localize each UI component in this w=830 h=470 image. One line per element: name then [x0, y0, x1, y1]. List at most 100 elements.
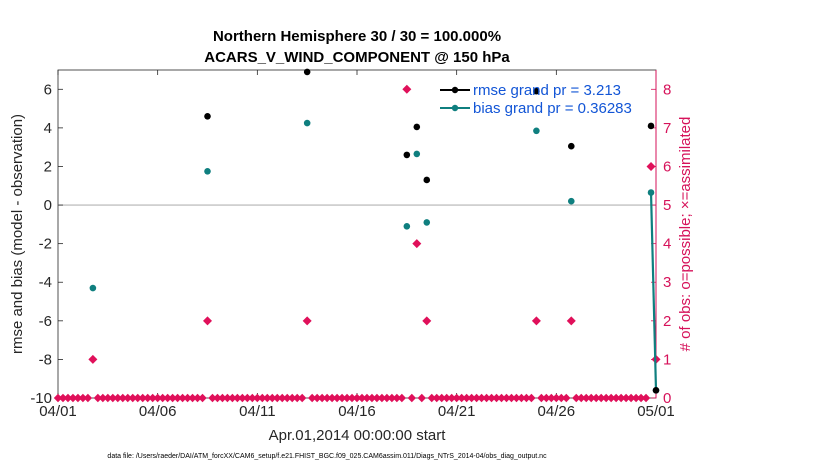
obs-zero-point	[307, 393, 317, 403]
bias-point	[647, 189, 655, 196]
legend-rmse-label: rmse grand pr = 3.213	[473, 82, 621, 99]
obs-zero-point	[337, 393, 347, 403]
obs-zero-point	[123, 393, 132, 403]
obs-zero-point	[517, 393, 526, 403]
obs-zero-point	[138, 393, 147, 403]
bias-point	[403, 222, 411, 230]
obs-zero-point	[268, 393, 277, 403]
obs-zero-point	[178, 393, 187, 403]
obs-zero-point	[472, 393, 481, 403]
obs-zero-point	[133, 393, 142, 403]
obs-zero-point	[587, 393, 596, 403]
right-y-tick-label: 0	[663, 390, 671, 407]
obs-zero-point	[537, 393, 546, 403]
obs-zero-point	[611, 393, 621, 403]
obs-zero-point	[83, 393, 93, 403]
legend-bias-marker	[451, 104, 459, 112]
x-tick-label: 04/01	[39, 403, 77, 420]
title-line-2: ACARS_V_WIND_COMPONENT @ 150 hPa	[204, 49, 510, 66]
obs-zero-point	[492, 393, 501, 403]
obs-zero-point	[297, 393, 307, 403]
obs-zero-point	[417, 393, 426, 403]
rmse-point	[423, 176, 431, 184]
legend-bias-label: bias grand pr = 0.36283	[473, 100, 632, 117]
y-tick-label: 2	[44, 158, 52, 175]
obs-zero-point	[626, 393, 636, 403]
obs-zero-point	[552, 393, 561, 403]
obs-zero-point	[357, 393, 367, 403]
x-tick-label: 04/06	[139, 403, 177, 420]
bias-point	[413, 150, 421, 158]
obs-possible-point	[566, 316, 576, 326]
chart-title: Northern Hemisphere 30 / 30 = 100.000% A…	[204, 28, 510, 66]
x-axis-label: Apr.01,2014 00:00:00 start	[269, 427, 447, 444]
obs-zero-point	[312, 393, 322, 403]
obs-zero-point	[352, 393, 362, 403]
right-y-tick-label: 8	[663, 81, 671, 98]
plot-area	[57, 69, 657, 399]
obs-zero-point	[527, 393, 536, 403]
obs-zero-point	[377, 393, 387, 403]
obs-zero-point	[362, 393, 372, 403]
obs-zero-point	[621, 393, 631, 403]
y-tick-label: -2	[39, 236, 52, 253]
x-tick-label: 04/11	[239, 403, 275, 420]
obs-zero-point	[457, 393, 466, 403]
rmse-point	[403, 151, 411, 159]
obs-zero-point	[487, 393, 496, 403]
obs-zero-point	[342, 393, 352, 403]
bias-line	[649, 192, 658, 391]
obs-zero-point	[278, 393, 287, 403]
right-y-tick-label: 4	[663, 236, 671, 253]
obs-zero-point	[163, 393, 172, 403]
obs-zero-point	[427, 393, 436, 403]
obs-zero-point	[98, 393, 108, 403]
right-y-tick-label: 2	[663, 313, 671, 330]
obs-zero-point	[253, 393, 262, 403]
obs-zero-point	[631, 393, 641, 403]
obs-zero-point	[322, 393, 332, 403]
obs-zero-point	[213, 393, 222, 403]
obs-zero-point	[507, 393, 516, 403]
obs-zero-point	[73, 393, 83, 403]
obs-zero-point	[437, 393, 446, 403]
rmse-series	[204, 68, 660, 394]
obs-possible-point	[302, 316, 312, 326]
y-axis-ticks: -10 -8 -6 -4 -2 0 2 4 6	[30, 81, 63, 407]
obs-zero-point	[248, 393, 257, 403]
obs-zero-point	[367, 393, 377, 403]
rmse-point	[533, 87, 540, 95]
obs-zero-point	[143, 393, 152, 403]
obs-zero-point	[392, 393, 402, 403]
rmse-point	[647, 122, 655, 130]
right-y-axis-label: # of obs: o=possible; ×=assimilated	[677, 117, 694, 352]
legend-rmse-marker	[451, 86, 459, 94]
obs-zero-point	[168, 393, 177, 403]
obs-zero-point	[347, 393, 357, 403]
obs-zero-point	[128, 393, 137, 403]
obs-zero-point	[93, 393, 103, 403]
obs-zero-point	[108, 393, 118, 403]
obs-zero-point	[592, 393, 601, 403]
obs-possible-point	[203, 316, 212, 326]
obs-possible-point	[412, 239, 422, 249]
bias-point	[533, 127, 540, 135]
obs-possible-point	[88, 354, 98, 364]
bias-point	[89, 284, 97, 292]
y-tick-label: 6	[44, 81, 52, 98]
obs-possible-point	[402, 84, 412, 94]
x-tick-label: 04/21	[438, 403, 476, 420]
bias-point	[423, 219, 431, 226]
bias-point	[567, 197, 575, 205]
legend: rmse grand pr = 3.213 bias grand pr = 0.…	[440, 82, 632, 117]
obs-zero-point	[228, 393, 237, 403]
obs-zero-point	[113, 393, 122, 403]
obs-zero-point	[198, 393, 207, 403]
rmse-point	[204, 113, 211, 120]
y-tick-label: 0	[44, 197, 52, 214]
x-tick-label: 04/16	[338, 403, 376, 420]
obs-zero-point	[447, 393, 456, 403]
obs-zero-point	[542, 393, 551, 403]
obs-zero-point	[118, 393, 127, 403]
